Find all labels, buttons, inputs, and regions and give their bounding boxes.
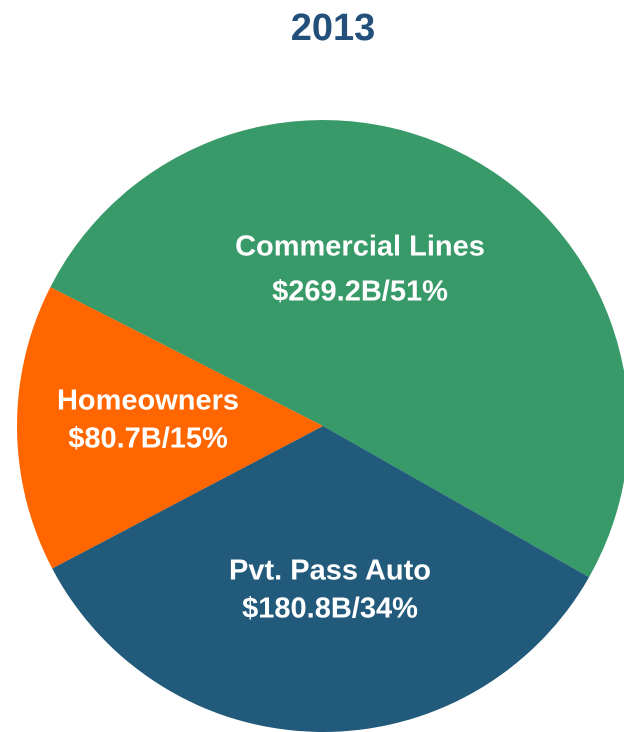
pie-slice [50, 120, 624, 578]
pie-slice [52, 426, 590, 732]
chart-title: 2013 [291, 7, 376, 49]
slice-name: Homeowners [57, 385, 239, 417]
slice-name: Commercial Lines [235, 231, 485, 263]
slice-value-label: $269.2B/51% [272, 276, 448, 308]
slice-name: Pvt. Pass Auto [229, 555, 431, 587]
pie-slice [17, 287, 324, 569]
slice-value-label: $80.7B/15% [68, 423, 228, 455]
slice-value-label: $180.8B/34% [242, 593, 418, 625]
